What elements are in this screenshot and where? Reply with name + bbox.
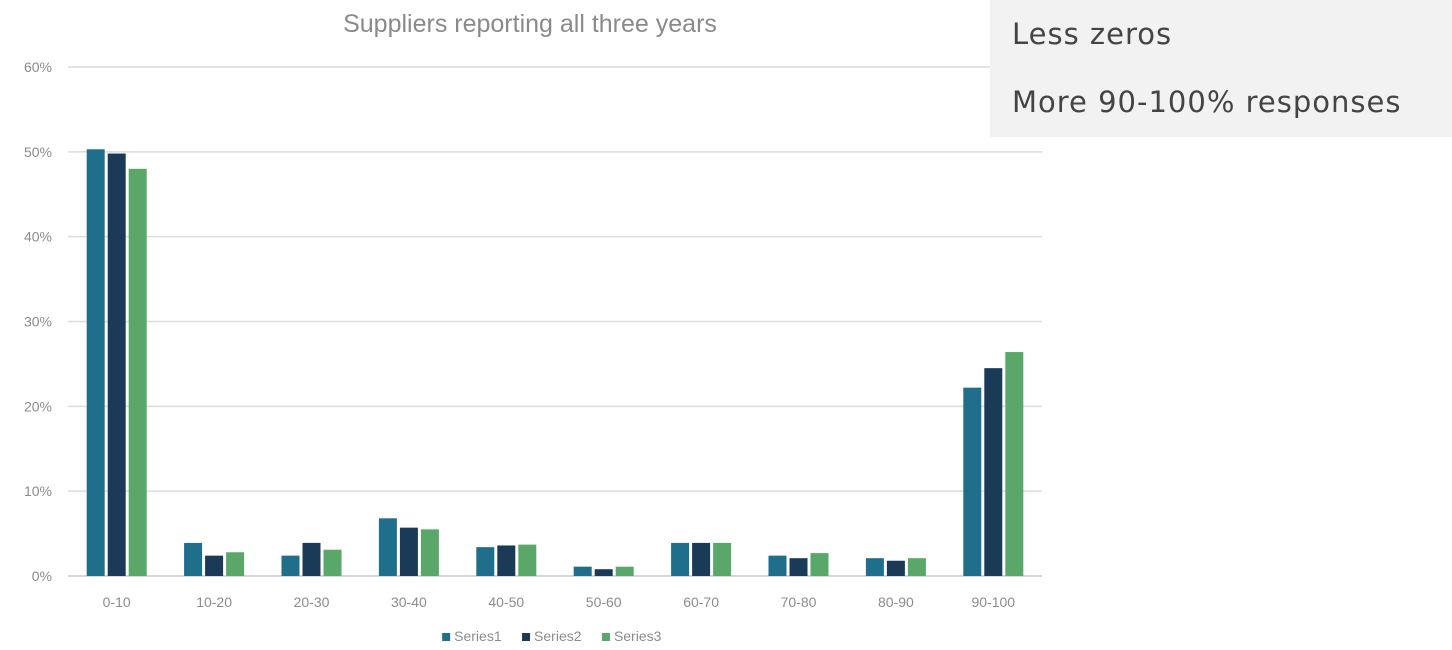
bar-series3-80-90 — [907, 558, 926, 576]
bar-series3-90-100 — [1005, 352, 1024, 576]
bar-series2-30-40 — [399, 527, 418, 576]
x-tick-label: 80-90 — [878, 594, 914, 610]
y-tick-label: 20% — [24, 398, 52, 414]
annotation-less-zeros: Less zeros — [1012, 17, 1173, 51]
bar-series1-90-100 — [963, 387, 982, 576]
bar-series1-20-30 — [281, 555, 300, 576]
bar-series3-30-40 — [420, 529, 439, 576]
x-tick-label: 40-50 — [488, 594, 524, 610]
bar-series3-50-60 — [615, 566, 634, 576]
gridlines — [68, 66, 1042, 577]
x-tick-label: 90-100 — [972, 594, 1016, 610]
bar-series3-60-70 — [713, 542, 732, 576]
bar-series2-10-20 — [205, 555, 224, 576]
legend: Series1 Series2 Series3 — [442, 628, 662, 644]
y-tick-label: 50% — [24, 144, 52, 160]
y-tick-label: 10% — [24, 483, 52, 499]
bar-series3-40-50 — [518, 544, 537, 576]
legend-label-series3: Series3 — [614, 628, 662, 644]
x-tick-label: 0-10 — [103, 594, 131, 610]
legend-label-series2: Series2 — [534, 628, 582, 644]
x-tick-label: 20-30 — [294, 594, 330, 610]
x-axis-ticks: 0-10 10-20 20-30 30-40 40-50 50-60 60-70 70-80 8… — [103, 594, 1016, 610]
bar-series1-80-90 — [865, 558, 884, 576]
x-tick-label: 10-20 — [196, 594, 232, 610]
bar-series3-0-10 — [128, 168, 147, 577]
chart: Suppliers reporting all three years 0% 10… — [24, 10, 1042, 644]
bar-series1-40-50 — [476, 547, 495, 576]
chart-title: Suppliers reporting all three years — [343, 10, 717, 38]
y-tick-label: 60% — [24, 59, 52, 75]
bar-series1-70-80 — [768, 555, 787, 576]
y-tick-label: 0% — [32, 568, 52, 584]
bar-chart: Suppliers reporting all three years 0% 10… — [24, 10, 1042, 644]
bar-series1-10-20 — [184, 542, 203, 576]
bar-series3-10-20 — [226, 552, 245, 576]
bar-series1-60-70 — [671, 542, 690, 576]
bar-series1-50-60 — [573, 566, 592, 576]
y-tick-label: 40% — [24, 229, 52, 245]
annotation-box: Less zeros More 90-100% responses — [990, 0, 1452, 137]
bar-series2-50-60 — [594, 569, 613, 576]
legend-swatch-series1 — [442, 633, 451, 641]
bar-series2-80-90 — [886, 560, 905, 576]
x-tick-label: 30-40 — [391, 594, 427, 610]
legend-swatch-series2 — [522, 633, 531, 641]
bar-series2-40-50 — [497, 545, 516, 576]
y-tick-label: 30% — [24, 314, 52, 330]
legend-swatch-series3 — [601, 633, 610, 641]
annotation-more-90-100: More 90-100% responses — [1012, 85, 1402, 119]
bar-series3-70-80 — [810, 553, 829, 576]
bar-series3-20-30 — [323, 549, 342, 576]
x-tick-label: 50-60 — [586, 594, 622, 610]
bar-series2-90-100 — [984, 368, 1003, 576]
x-tick-label: 60-70 — [683, 594, 719, 610]
y-axis-ticks: 0% 10% 20% 30% 40% 50% 60% — [24, 59, 52, 584]
bar-series1-30-40 — [378, 518, 397, 576]
bar-series1-0-10 — [86, 149, 105, 576]
bars — [86, 149, 1024, 577]
legend-label-series1: Series1 — [454, 628, 502, 644]
x-tick-label: 70-80 — [781, 594, 817, 610]
bar-series2-0-10 — [107, 153, 126, 576]
bar-series2-70-80 — [789, 558, 808, 576]
bar-series2-60-70 — [692, 542, 711, 576]
bar-series2-20-30 — [302, 542, 321, 576]
